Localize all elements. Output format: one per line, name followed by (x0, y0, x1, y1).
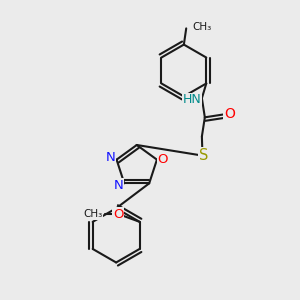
Text: S: S (199, 148, 208, 163)
Text: O: O (224, 107, 235, 122)
Text: N: N (113, 178, 123, 192)
Text: O: O (113, 208, 123, 221)
Text: N: N (106, 152, 116, 164)
Text: HN: HN (183, 93, 202, 106)
Text: O: O (158, 153, 168, 166)
Text: CH₃: CH₃ (83, 209, 103, 220)
Text: CH₃: CH₃ (193, 22, 212, 32)
